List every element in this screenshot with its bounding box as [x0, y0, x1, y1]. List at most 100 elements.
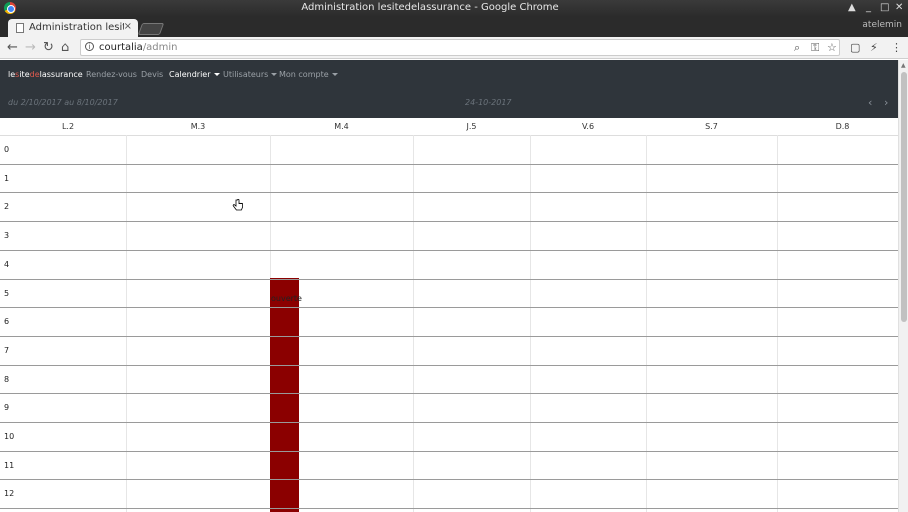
hour-label: 11 — [4, 460, 15, 470]
brand-logo[interactable]: lesitedelassurance — [8, 70, 83, 79]
hour-label: 4 — [4, 259, 10, 269]
tab-close-icon[interactable]: × — [123, 21, 132, 32]
column-divider — [777, 135, 778, 512]
zoom-icon[interactable]: ⌕ — [794, 41, 801, 54]
column-divider — [530, 135, 531, 512]
nav-item-mon-compte[interactable]: Mon compte — [279, 70, 338, 79]
back-arrow-icon[interactable]: ← — [7, 40, 18, 55]
hour-label: 6 — [4, 317, 10, 327]
hour-row-divider — [0, 364, 898, 366]
hour-row-divider — [0, 221, 898, 223]
brand-part: ssurance — [46, 70, 83, 79]
day-header: V.6 — [581, 122, 595, 131]
new-tab-button[interactable] — [137, 23, 165, 35]
day-header: M.4 — [334, 122, 349, 131]
hand-cursor-icon — [232, 199, 243, 211]
event-label[interactable]: ouverte — [271, 294, 302, 303]
next-week-icon[interactable]: › — [884, 96, 889, 109]
brand-part: de — [29, 70, 40, 79]
hour-label: 10 — [4, 432, 15, 441]
hour-row-divider — [0, 278, 898, 280]
nav-item-mon-compte-label: Mon compte — [279, 70, 329, 79]
document-icon — [16, 23, 24, 33]
hour-label: 12 — [4, 489, 15, 499]
current-date: 24-10-2017 — [465, 98, 512, 107]
hour-label: 2 — [4, 202, 10, 212]
url-host: courtalia — [99, 42, 143, 53]
hour-row-divider — [0, 422, 898, 423]
column-divider — [413, 135, 414, 512]
column-divider — [126, 135, 127, 512]
hour-row-divider — [0, 192, 898, 194]
brand-part: la — [39, 70, 47, 79]
day-header: J.5 — [466, 122, 477, 131]
extension-2-icon[interactable]: ⚡ — [870, 41, 878, 54]
hour-row-divider — [0, 450, 898, 452]
browser-tab[interactable]: Administration lesite × — [8, 19, 138, 37]
chevron-down-icon — [331, 73, 338, 76]
page-scrollbar[interactable]: ▲ — [898, 60, 908, 512]
window-close-icon[interactable]: ✕ — [895, 2, 904, 13]
window-maximize-icon[interactable]: □ — [880, 2, 890, 13]
nav-item-devis[interactable]: Devis — [141, 70, 164, 79]
hour-row-divider — [0, 393, 898, 395]
key-icon[interactable]: ⚿ — [811, 41, 820, 54]
chevron-down-icon — [271, 73, 278, 76]
scroll-up-icon[interactable]: ▲ — [901, 62, 906, 69]
url-path: /admin — [142, 42, 178, 53]
hour-row-divider — [0, 249, 898, 251]
hour-label: 0 — [4, 145, 10, 154]
day-header: S.7 — [705, 122, 718, 131]
calendar-header: du 2/10/2017 au 8/10/2017 24-10-2017 ‹ › — [0, 90, 898, 118]
reload-icon[interactable]: ↻ — [43, 40, 54, 55]
brand-part: le — [8, 70, 16, 79]
hour-label: 5 — [4, 288, 10, 298]
url-text[interactable]: courtalia/admin — [99, 42, 178, 53]
hour-label: 9 — [4, 403, 10, 413]
browser-toolbar: ← → ↻ ⌂ i courtalia/admin ⌕ ⚿ ☆ ▢ ⚡ ⋮ — [0, 37, 908, 59]
chrome-logo-icon — [4, 2, 16, 14]
week-range: du 2/10/2017 au 8/10/2017 — [8, 98, 118, 107]
hour-row-divider — [0, 335, 898, 337]
day-header: M.3 — [190, 122, 206, 131]
hour-label: 7 — [4, 345, 10, 355]
scrollbar-thumb[interactable] — [901, 72, 907, 322]
info-icon[interactable]: i — [85, 42, 94, 51]
window-up-icon[interactable]: ▲ — [848, 2, 856, 13]
tab-title: Administration lesite — [29, 22, 124, 33]
hour-label: 8 — [4, 374, 10, 384]
header-divider — [0, 135, 898, 136]
nav-item-calendrier-label: Calendrier — [169, 70, 211, 79]
window-title: Administration lesitedelassurance - Goog… — [301, 2, 559, 13]
hour-label: 3 — [4, 231, 10, 241]
nav-item-utilisateurs[interactable]: Utilisateurs — [223, 70, 278, 79]
brand-part: ite — [19, 70, 30, 79]
hour-row-divider — [0, 479, 898, 481]
hour-row-divider — [0, 307, 898, 309]
calendar-event[interactable] — [270, 278, 299, 512]
extension-icon[interactable]: ▢ — [850, 41, 861, 54]
menu-icon[interactable]: ⋮ — [891, 41, 902, 54]
nav-item-rendez-vous[interactable]: Rendez-vous — [86, 70, 137, 79]
hour-row-divider — [0, 508, 898, 510]
address-bar[interactable]: i courtalia/admin ⌕ ⚿ ☆ — [80, 39, 840, 56]
hour-label: 1 — [4, 173, 10, 183]
chevron-down-icon — [213, 73, 220, 76]
column-divider — [646, 135, 647, 512]
prev-week-icon[interactable]: ‹ — [868, 96, 873, 109]
forward-arrow-icon[interactable]: → — [25, 40, 36, 55]
window-titlebar: Administration lesitedelassurance - Goog… — [0, 0, 908, 17]
day-header: D.8 — [835, 122, 850, 131]
tab-strip: Administration lesite × atelemin — [0, 17, 908, 37]
day-header: L.2 — [61, 122, 75, 131]
nav-item-calendrier[interactable]: Calendrier — [169, 70, 220, 79]
window-minimize-icon[interactable]: _ — [866, 2, 871, 13]
nav-item-utilisateurs-label: Utilisateurs — [223, 70, 269, 79]
home-icon[interactable]: ⌂ — [61, 40, 70, 55]
star-icon[interactable]: ☆ — [827, 41, 837, 54]
app-navbar: lesitedelassurance Rendez-vous Devis Cal… — [0, 60, 898, 90]
hour-row-divider — [0, 163, 898, 165]
brand-part: s — [15, 70, 20, 79]
profile-name[interactable]: atelemin — [862, 20, 902, 30]
